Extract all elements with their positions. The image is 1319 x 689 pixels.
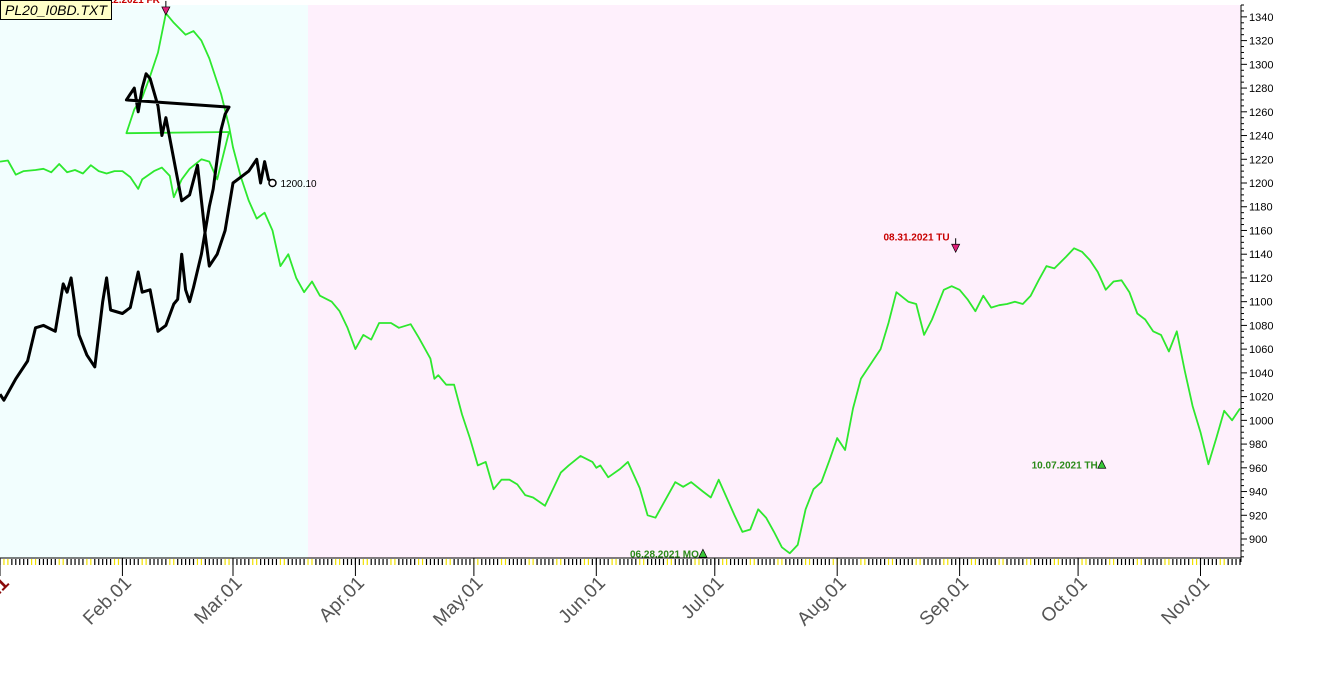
y-tick-label: 1080 [1249, 320, 1273, 332]
y-tick-label: 1120 [1249, 273, 1273, 285]
x-axis: 2021 Feb.01 Mar.01 Apr.01 May.01 Jun.01 Jul.01… [0, 557, 1241, 631]
x-tick-label: May.01 [430, 573, 488, 631]
y-tick-label: 1320 [1249, 36, 1273, 48]
y-tick-label: 1000 [1249, 415, 1273, 427]
x-tick-label: Jun.01 [555, 573, 610, 628]
y-tick-label: 1060 [1249, 344, 1273, 356]
y-tick-label: 940 [1249, 487, 1267, 499]
trough-marker [1097, 459, 1107, 469]
y-tick-label: 1280 [1249, 83, 1273, 95]
x-tick-label: Apr.01 [315, 573, 369, 627]
y-tick-label: 1260 [1249, 107, 1273, 119]
background-region [308, 5, 1240, 558]
x-tick-label: Aug.01 [793, 573, 850, 630]
y-tick-label: 1340 [1249, 12, 1273, 24]
y-tick-label: 1100 [1249, 297, 1273, 309]
y-tick-label: 1220 [1249, 154, 1273, 166]
y-tick-label: 960 [1249, 463, 1267, 475]
x-tick-label: Jul.01 [678, 573, 729, 624]
series-end-marker [268, 178, 277, 188]
y-tick-label: 1160 [1249, 225, 1273, 237]
y-tick-label: 1140 [1249, 249, 1273, 261]
y-tick-label: 1300 [1249, 59, 1273, 71]
y-tick-label: 1240 [1249, 131, 1273, 143]
series-line [0, 12, 1241, 555]
y-tick-label: 1020 [1249, 392, 1273, 404]
peak-label: 08.31.2021 TU [883, 232, 949, 243]
x-tick-label: Nov.01 [1158, 573, 1214, 629]
x-tick-label: Feb.01 [79, 573, 136, 630]
annotations: 02.12.2021 FR 08.31.2021 TU 06.28.2021 MO 1… [94, 0, 1107, 560]
trough-marker [698, 548, 708, 558]
y-tick-label: 980 [1249, 439, 1267, 451]
series-end-label: 1200.10 [280, 179, 317, 190]
trough-label: 06.28.2021 MO [630, 549, 699, 560]
y-axis: 900 920 940 960 980 1000 1020 1040 1060 1080 1100 1… [1240, 4, 1273, 562]
y-tick-label: 1180 [1249, 202, 1273, 214]
trough-label: 10.07.2021 TH [1032, 460, 1098, 471]
y-tick-label: 1200 [1249, 178, 1273, 190]
series-lines: 1200.10 [0, 12, 1241, 555]
x-tick-label: Oct.01 [1037, 573, 1091, 627]
x-tick-label: Mar.01 [191, 573, 247, 629]
y-tick-label: 1040 [1249, 368, 1273, 380]
x-year-label: 2021 [0, 572, 14, 619]
y-tick-label: 900 [1249, 534, 1267, 546]
file-name-tag: PL20_I0BD.TXT [0, 0, 112, 20]
series-line [0, 72, 274, 402]
x-tick-label: Sep.01 [916, 573, 973, 630]
y-tick-label: 920 [1249, 510, 1267, 522]
peak-label: 02.12.2021 FR [94, 0, 161, 6]
